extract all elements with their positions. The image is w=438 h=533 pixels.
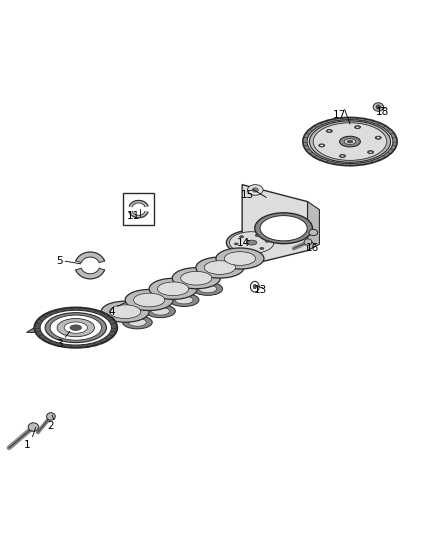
Ellipse shape bbox=[204, 261, 236, 274]
Ellipse shape bbox=[101, 301, 149, 322]
Ellipse shape bbox=[244, 249, 248, 251]
Ellipse shape bbox=[326, 130, 332, 133]
Ellipse shape bbox=[128, 318, 146, 326]
Ellipse shape bbox=[328, 130, 331, 132]
Polygon shape bbox=[90, 320, 114, 326]
Text: 3: 3 bbox=[57, 338, 63, 349]
Text: 5: 5 bbox=[57, 256, 63, 266]
Ellipse shape bbox=[181, 271, 212, 285]
Ellipse shape bbox=[172, 268, 220, 289]
Ellipse shape bbox=[149, 278, 197, 300]
Polygon shape bbox=[76, 252, 105, 263]
Ellipse shape bbox=[234, 243, 238, 245]
Ellipse shape bbox=[307, 119, 393, 164]
Ellipse shape bbox=[339, 155, 346, 158]
Ellipse shape bbox=[70, 325, 81, 330]
Ellipse shape bbox=[199, 285, 216, 293]
Ellipse shape bbox=[356, 126, 360, 128]
Ellipse shape bbox=[34, 308, 117, 348]
Ellipse shape bbox=[64, 322, 88, 333]
Polygon shape bbox=[125, 290, 149, 321]
Polygon shape bbox=[26, 328, 117, 333]
Ellipse shape bbox=[175, 296, 193, 304]
Ellipse shape bbox=[240, 236, 244, 238]
Text: 17: 17 bbox=[332, 110, 346, 120]
Ellipse shape bbox=[303, 117, 397, 166]
Ellipse shape bbox=[158, 282, 189, 296]
Ellipse shape bbox=[110, 305, 141, 319]
Ellipse shape bbox=[369, 151, 373, 153]
Ellipse shape bbox=[134, 293, 165, 307]
Ellipse shape bbox=[230, 232, 274, 253]
Ellipse shape bbox=[251, 281, 259, 292]
Ellipse shape bbox=[255, 235, 259, 236]
Ellipse shape bbox=[309, 229, 318, 236]
Polygon shape bbox=[173, 269, 196, 298]
Ellipse shape bbox=[376, 137, 380, 139]
Ellipse shape bbox=[152, 307, 170, 315]
Ellipse shape bbox=[252, 188, 258, 192]
Ellipse shape bbox=[57, 319, 95, 337]
Ellipse shape bbox=[304, 239, 312, 245]
Text: 14: 14 bbox=[237, 238, 250, 247]
Ellipse shape bbox=[45, 313, 106, 343]
Ellipse shape bbox=[265, 240, 269, 242]
Polygon shape bbox=[129, 200, 148, 207]
Ellipse shape bbox=[339, 136, 360, 147]
Ellipse shape bbox=[260, 247, 264, 249]
Text: 2: 2 bbox=[48, 421, 54, 431]
Text: 16: 16 bbox=[306, 243, 319, 253]
Bar bbox=[123, 193, 154, 225]
Ellipse shape bbox=[247, 184, 263, 195]
Ellipse shape bbox=[50, 315, 102, 340]
Ellipse shape bbox=[247, 240, 257, 245]
Polygon shape bbox=[220, 249, 240, 277]
Polygon shape bbox=[76, 268, 105, 279]
Ellipse shape bbox=[28, 423, 39, 431]
Ellipse shape bbox=[260, 215, 307, 241]
Polygon shape bbox=[149, 279, 173, 310]
Ellipse shape bbox=[216, 248, 264, 269]
Ellipse shape bbox=[97, 316, 114, 324]
Text: 13: 13 bbox=[254, 286, 267, 295]
Ellipse shape bbox=[255, 213, 312, 244]
Ellipse shape bbox=[309, 121, 391, 163]
Ellipse shape bbox=[376, 105, 381, 109]
Polygon shape bbox=[196, 258, 220, 288]
Text: 15: 15 bbox=[241, 190, 254, 200]
Ellipse shape bbox=[319, 144, 325, 147]
Polygon shape bbox=[129, 212, 148, 218]
Ellipse shape bbox=[373, 103, 384, 111]
Text: 4: 4 bbox=[109, 306, 115, 317]
Ellipse shape bbox=[375, 136, 381, 139]
Text: 1: 1 bbox=[24, 440, 30, 450]
Ellipse shape bbox=[320, 144, 324, 147]
Ellipse shape bbox=[354, 126, 360, 128]
Polygon shape bbox=[307, 201, 319, 251]
Ellipse shape bbox=[340, 155, 344, 157]
Ellipse shape bbox=[169, 294, 199, 306]
Polygon shape bbox=[242, 184, 307, 266]
Ellipse shape bbox=[253, 285, 257, 289]
Ellipse shape bbox=[347, 140, 353, 143]
Ellipse shape bbox=[344, 139, 356, 144]
Ellipse shape bbox=[40, 310, 111, 345]
Text: 18: 18 bbox=[376, 107, 389, 117]
Ellipse shape bbox=[145, 305, 175, 318]
Text: 11: 11 bbox=[127, 211, 141, 221]
Ellipse shape bbox=[46, 413, 55, 420]
Ellipse shape bbox=[226, 230, 277, 255]
Ellipse shape bbox=[313, 123, 387, 160]
Ellipse shape bbox=[193, 282, 223, 295]
Ellipse shape bbox=[125, 289, 173, 311]
Ellipse shape bbox=[196, 257, 244, 278]
Ellipse shape bbox=[367, 151, 374, 154]
Ellipse shape bbox=[123, 316, 152, 329]
Ellipse shape bbox=[224, 252, 255, 265]
